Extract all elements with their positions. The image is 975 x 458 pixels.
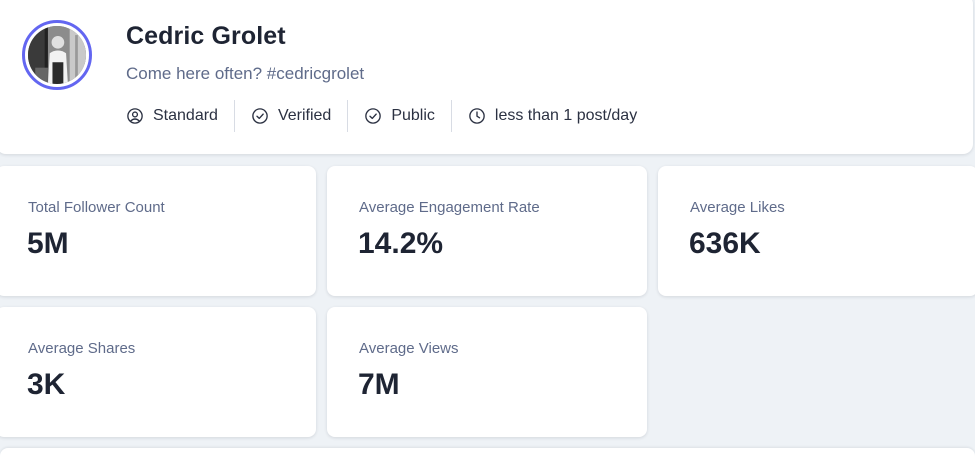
meta-post-frequency: less than 1 post/day [468, 100, 637, 132]
check-circle-icon [365, 108, 382, 124]
stat-card-average-views: Average Views 7M [327, 307, 647, 437]
profile-photo-image [28, 26, 86, 84]
stat-value: 14.2% [358, 227, 444, 260]
stat-card-engagement-rate: Average Engagement Rate 14.2% [327, 166, 647, 296]
meta-visibility: Public [364, 100, 435, 132]
meta-post-frequency-label: less than 1 post/day [494, 107, 638, 124]
profile-card: Cedric Grolet Come here often? #cedricgr… [0, 0, 973, 154]
stat-label: Average Views [359, 340, 459, 357]
meta-verified: Verified [251, 100, 331, 132]
stat-value: 3K [27, 368, 66, 401]
meta-divider [347, 100, 349, 132]
next-section-card [0, 448, 975, 458]
profile-photo [28, 26, 86, 84]
check-circle-icon [252, 108, 268, 124]
stat-card-average-likes: Average Likes 636K [658, 166, 975, 296]
stat-label: Total Follower Count [28, 199, 165, 216]
stat-value: 636K [689, 227, 761, 260]
profile-bio: Come here often? #cedricgrolet [126, 64, 365, 83]
stat-label: Average Shares [28, 340, 136, 357]
profile-meta-row: Standard Verified Public less than 1 pos… [126, 100, 637, 132]
stat-card-average-shares: Average Shares 3K [0, 307, 316, 437]
stat-label: Average Likes [690, 199, 785, 216]
meta-verified-label: Verified [277, 107, 332, 124]
meta-divider [233, 100, 235, 132]
user-circle-icon [127, 108, 143, 124]
meta-visibility-label: Public [391, 107, 435, 124]
meta-account-type: Standard [126, 100, 218, 132]
profile-name: Cedric Grolet [126, 22, 286, 50]
stat-value: 5M [27, 227, 69, 260]
stat-card-follower-count: Total Follower Count 5M [0, 166, 316, 296]
avatar[interactable] [22, 20, 92, 90]
stat-value: 7M [358, 368, 400, 401]
meta-account-type-label: Standard [153, 107, 218, 124]
stat-label: Average Engagement Rate [359, 199, 540, 216]
meta-divider [450, 100, 452, 132]
clock-icon [469, 108, 485, 124]
